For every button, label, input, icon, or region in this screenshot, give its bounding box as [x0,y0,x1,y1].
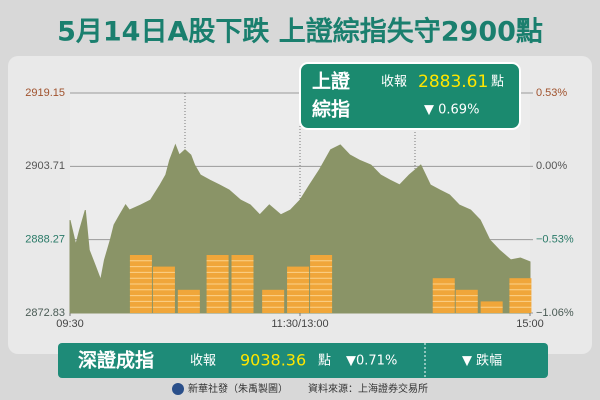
y-tick-label: 2888.27 [25,234,65,246]
area [69,143,531,314]
info-box-bg [299,62,521,130]
chart-title: 5月14日A股下跌 上證綜指失守2900點 [57,16,543,48]
footer-credit: 新華社發（朱禹製圖） [188,382,288,395]
info-name: 上證 [312,70,351,93]
x-tick-label: 11:30/13:00 [271,318,328,330]
logo [172,383,184,395]
bottom-bar: 深證成指 收報 9038.36 點 ▼0.71% ▼ 跌幅 [58,343,548,378]
bottom-name: 深證成指 [78,349,154,372]
info-close: 2883.61 [418,72,488,92]
y2-tick-label: −1.06% [536,307,574,319]
bottom-close: 9038.36 [240,351,306,370]
bottom-change: ▼0.71% [346,354,397,369]
bottom-close-label: 收報 [190,354,216,369]
x-tick-label: 15:00 [516,318,544,330]
y-tick-label: 2919.15 [25,87,65,99]
info-box: 上證 綜指 收報 2883.61 點 ▼ 0.69% [299,62,521,130]
y-tick-label: 2872.83 [25,307,65,319]
info-unit: 點 [491,75,504,90]
x-tick-label: 09:30 [56,318,84,330]
y-tick-label: 2903.71 [25,160,65,172]
info-close-label: 收報 [381,75,407,90]
info-name: 綜指 [312,98,350,121]
footer: 新華社發（朱禹製圖） 資料來源：上海證券交易所 [172,382,428,395]
footer-source: 資料來源：上海證券交易所 [308,382,428,395]
y2-tick-label: 0.00% [536,160,567,172]
y2-tick-label: 0.53% [536,87,567,99]
legend-label: ▼ 跌幅 [462,353,502,369]
info-change: ▼ 0.69% [424,103,479,118]
plot: 2872.83 2888.27 2903.71 2919.15 −1.06% −0.53%… [25,87,574,330]
bottom-unit: 點 [318,354,331,369]
y2-tick-label: −0.53% [536,234,574,246]
